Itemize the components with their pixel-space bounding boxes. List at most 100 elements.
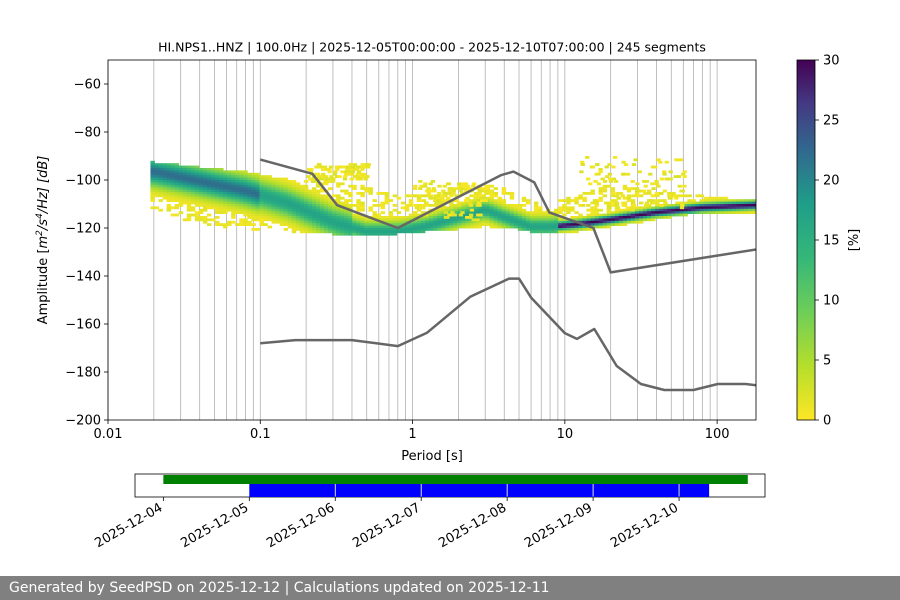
- psd-cell: [441, 223, 446, 226]
- psd-cell: [299, 199, 305, 202]
- psd-cell: [610, 194, 616, 198]
- psd-cell: [215, 208, 220, 212]
- psd-cell: [291, 189, 297, 193]
- psd-cell: [715, 211, 721, 214]
- psd-outlier-cell: [654, 180, 659, 183]
- psd-cell: [243, 184, 248, 188]
- psd-cell: [638, 216, 644, 219]
- colorbar-tick-label: 10: [823, 294, 840, 309]
- psd-cell: [243, 223, 248, 226]
- psd-cell: [634, 220, 640, 224]
- psd-cell: [303, 192, 309, 195]
- psd-cell: [404, 230, 410, 234]
- psd-cell: [655, 204, 660, 207]
- psd-cell: [315, 225, 321, 229]
- psd-cell: [578, 194, 583, 198]
- psd-cell: [255, 216, 260, 219]
- psd-cell: [626, 196, 632, 200]
- psd-cell: [215, 172, 220, 176]
- psd-cell: [441, 201, 446, 205]
- psd-cell: [299, 194, 305, 198]
- psd-outlier-cell: [349, 168, 354, 171]
- psd-cell: [332, 230, 337, 234]
- psd-outlier-cell: [616, 196, 622, 200]
- psd-cell: [384, 196, 390, 200]
- psd-cell: [223, 206, 228, 210]
- psd-cell: [259, 184, 264, 188]
- psd-cell: [271, 182, 276, 186]
- psd-cell: [655, 211, 660, 214]
- psd-cell: [659, 211, 664, 214]
- psd-cell: [477, 220, 482, 224]
- psd-cell: [622, 213, 628, 217]
- psd-cell: [320, 206, 325, 210]
- psd-cell: [550, 220, 555, 224]
- psd-cell: [162, 196, 167, 200]
- psd-cell: [190, 165, 196, 169]
- psd-cell: [441, 218, 446, 222]
- psd-cell: [324, 204, 329, 207]
- psd-cell: [235, 211, 240, 214]
- psd-cell: [590, 218, 595, 222]
- psd-cell: [505, 218, 511, 222]
- psd-cell: [590, 213, 595, 217]
- psd-cell: [307, 189, 313, 193]
- psd-cell: [655, 216, 660, 219]
- psd-cell: [521, 218, 527, 222]
- psd-cell: [457, 187, 462, 190]
- psd-cell: [501, 204, 507, 207]
- psd-cell: [324, 218, 329, 222]
- psd-cell: [239, 204, 244, 207]
- psd-cell: [667, 216, 672, 219]
- psd-cell: [299, 220, 305, 224]
- psd-outlier-cell: [420, 206, 425, 210]
- psd-cell: [408, 201, 414, 205]
- psd-cell: [219, 180, 224, 183]
- psd-cell: [711, 204, 717, 207]
- psd-cell: [477, 194, 482, 198]
- psd-cell: [751, 204, 756, 207]
- psd-cell: [384, 218, 390, 222]
- psd-cell: [303, 196, 309, 200]
- psd-cell: [655, 213, 660, 217]
- psd-cell: [287, 180, 293, 183]
- psd-cell: [311, 192, 317, 195]
- psd-cell: [239, 196, 244, 200]
- psd-cell: [461, 223, 466, 226]
- psd-cell: [344, 225, 349, 229]
- psd-cell: [622, 184, 628, 188]
- psd-cell: [420, 216, 426, 219]
- psd-cell: [723, 204, 729, 207]
- psd-cell: [303, 225, 309, 229]
- psd-cell: [368, 208, 373, 212]
- psd-cell: [372, 204, 377, 207]
- psd-cell: [586, 223, 591, 226]
- psd-cell: [687, 194, 692, 198]
- psd-cell: [307, 216, 313, 219]
- psd-cell: [239, 184, 244, 188]
- psd-cell: [231, 172, 236, 176]
- psd-cell: [461, 201, 466, 205]
- psd-cell: [404, 216, 410, 219]
- psd-cell: [743, 204, 749, 207]
- psd-cell: [194, 165, 200, 169]
- psd-cell: [283, 192, 289, 195]
- psd-cell: [158, 180, 163, 183]
- psd-cell: [606, 204, 612, 207]
- psd-cell: [703, 199, 708, 202]
- psd-cell: [376, 213, 381, 217]
- psd-cell: [376, 232, 381, 236]
- psd-cell: [154, 192, 159, 195]
- psd-cell: [295, 187, 301, 190]
- psd-cell: [517, 216, 523, 219]
- psd-cell: [356, 204, 361, 207]
- psd-cell: [429, 211, 434, 214]
- psd-outlier-cell: [656, 158, 661, 162]
- psd-cell: [715, 204, 721, 207]
- psd-cell: [299, 208, 305, 212]
- psd-cell: [638, 201, 644, 205]
- psd-cell: [453, 220, 458, 224]
- psd-cell: [324, 211, 329, 214]
- psd-cell: [618, 211, 624, 214]
- psd-outlier-cell: [426, 192, 431, 195]
